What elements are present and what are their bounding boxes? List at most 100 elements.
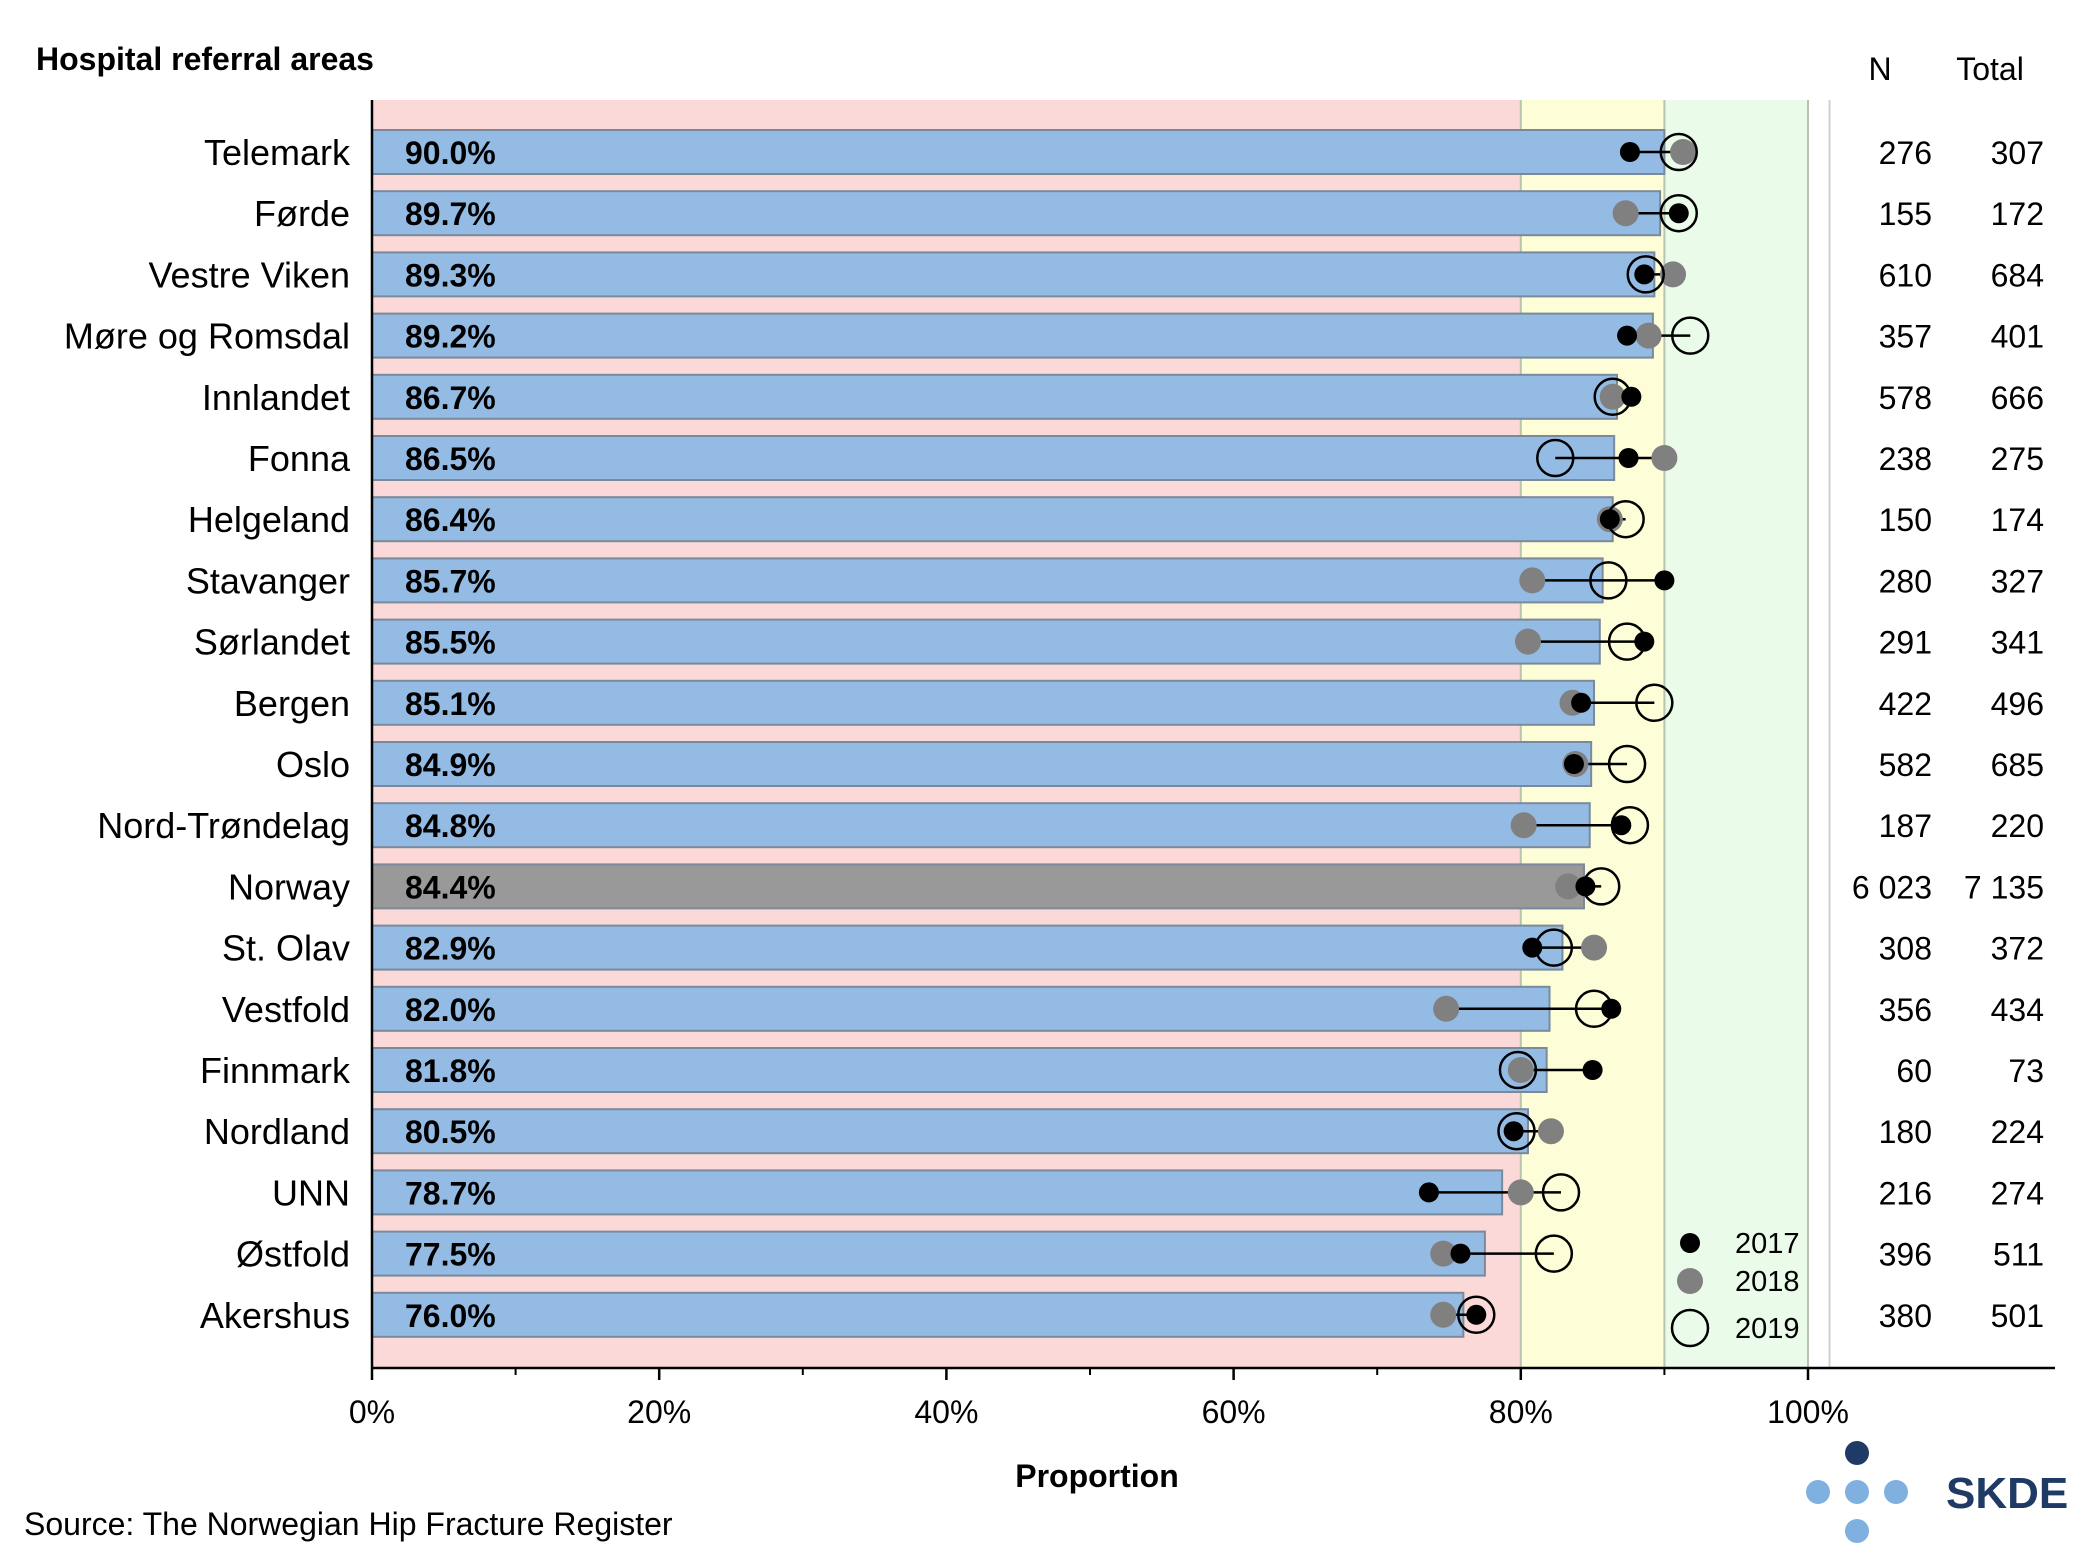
marker-2017 [1599, 509, 1620, 530]
category-label: Bergen [234, 683, 350, 724]
value-label: 84.4% [405, 869, 496, 905]
logo-dot-left [1806, 1480, 1830, 1504]
legend-label: 2018 [1735, 1266, 1800, 1298]
total-value: 327 [1991, 563, 2044, 599]
marker-2018 [1660, 261, 1687, 288]
total-value: 685 [1991, 747, 2044, 783]
logo-dot-center [1845, 1480, 1869, 1504]
marker-2018 [1433, 995, 1460, 1022]
category-label: Akershus [200, 1295, 350, 1336]
total-value: 341 [1991, 625, 2044, 661]
n-value: 396 [1879, 1237, 1932, 1273]
value-label: 89.7% [405, 196, 496, 232]
logo-dot-top [1845, 1441, 1869, 1465]
total-value: 7 135 [1964, 869, 2044, 905]
n-value: 238 [1879, 441, 1932, 477]
marker-2018 [1635, 322, 1662, 349]
marker-2019 [1581, 867, 1621, 906]
marker-2017 [1575, 876, 1596, 897]
value-label: 76.0% [405, 1298, 496, 1334]
n-value: 291 [1879, 625, 1932, 661]
n-value: 280 [1879, 563, 1932, 599]
target-band-0 [372, 100, 1521, 1368]
marker-2019 [1610, 805, 1650, 845]
bar-2 [371, 251, 1656, 298]
legend-label: 2017 [1735, 1228, 1800, 1260]
value-label: 86.5% [405, 441, 496, 477]
total-value: 307 [1991, 135, 2044, 171]
target-band-2 [1664, 100, 1808, 1368]
total-value: 434 [1991, 992, 2044, 1028]
marker-2019 [1670, 316, 1710, 355]
marker-2019 [1574, 989, 1614, 1029]
marker-2017 [1654, 570, 1675, 591]
marker-2018 [1651, 445, 1678, 471]
n-value: 60 [1896, 1053, 1932, 1089]
marker-2019 [1659, 193, 1699, 233]
category-label: Vestre Viken [149, 254, 350, 295]
n-value: 6 023 [1852, 869, 1932, 905]
bar-4 [371, 373, 1619, 420]
marker-2019 [1607, 744, 1647, 784]
x-tick-label: 100% [1767, 1394, 1849, 1430]
x-tick-label: 20% [627, 1394, 691, 1430]
category-label: Østfold [236, 1234, 350, 1275]
category-label: Innlandet [202, 377, 350, 418]
category-label: St. Olav [222, 928, 350, 969]
logo-text: SKDE [1946, 1469, 2068, 1518]
target-bands [372, 100, 1831, 1368]
bar-8 [371, 618, 1601, 665]
n-value: 582 [1879, 747, 1932, 783]
bar-9 [371, 679, 1596, 726]
n-column-header: N [1868, 51, 1891, 87]
value-label: 82.9% [405, 931, 496, 967]
marker-2018 [1581, 934, 1608, 961]
total-value: 174 [1991, 502, 2044, 538]
marker-2017 [1503, 1121, 1524, 1142]
marker-2018 [1514, 628, 1541, 655]
marker-2017 [1634, 264, 1655, 285]
total-value: 501 [1991, 1298, 2044, 1334]
bar-19 [371, 1291, 1465, 1338]
legend-marker-2018 [1677, 1268, 1703, 1294]
value-label: 85.1% [405, 686, 496, 722]
bar-11 [371, 802, 1591, 849]
n-value: 276 [1879, 135, 1932, 171]
n-value: 308 [1879, 931, 1932, 967]
category-label: Oslo [276, 744, 350, 785]
marker-2019 [1536, 438, 1575, 478]
marker-2018 [1507, 1179, 1534, 1206]
marker-2017 [1619, 142, 1640, 162]
category-label: Sørlandet [194, 622, 350, 663]
category-labels: Telemark Førde Vestre Viken Møre og Romsdal… [64, 132, 351, 1336]
value-label: 89.3% [405, 257, 496, 293]
marker-2017 [1522, 937, 1543, 958]
bar-18 [371, 1230, 1486, 1277]
marker-2017 [1563, 754, 1584, 774]
marker-2018 [1599, 383, 1626, 410]
bar-5 [371, 435, 1616, 481]
total-value: 496 [1991, 686, 2044, 722]
x-tick-label: 0% [349, 1394, 395, 1430]
target-band-1 [1520, 100, 1665, 1368]
marker-2017 [1571, 692, 1592, 713]
category-label: Nord-Trøndelag [97, 805, 350, 846]
value-label: 86.7% [405, 380, 496, 416]
n-value: 150 [1879, 502, 1932, 538]
bar-13 [371, 924, 1564, 971]
category-label: UNN [272, 1172, 350, 1213]
n-value: 155 [1879, 196, 1932, 232]
legend-marker-2019 [1670, 1308, 1710, 1348]
marker-2019 [1534, 1234, 1574, 1273]
logo-dot-bottom [1845, 1519, 1869, 1543]
x-tick-label: 80% [1489, 1394, 1553, 1430]
bars [371, 129, 1666, 1338]
marker-2018 [1430, 1240, 1457, 1267]
marker-2018 [1537, 1118, 1564, 1145]
marker-2018 [1670, 139, 1697, 165]
marker-2017 [1466, 1304, 1487, 1325]
marker-2018 [1519, 567, 1546, 594]
logo-dot-right [1884, 1480, 1908, 1504]
n-value: 610 [1879, 257, 1932, 293]
marker-2018 [1510, 812, 1537, 839]
